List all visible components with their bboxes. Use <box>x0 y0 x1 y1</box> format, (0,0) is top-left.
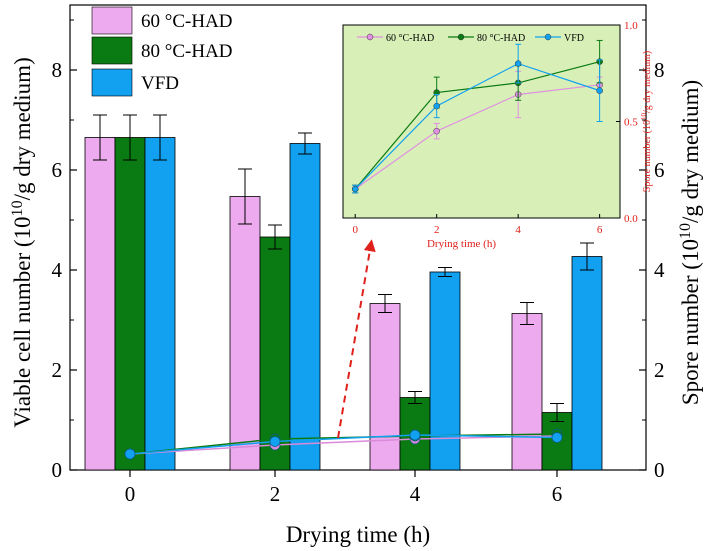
y-tick-label: 0 <box>52 458 63 482</box>
x-axis-title: Drying time (h) <box>286 522 430 547</box>
inset-x-tick-label: 2 <box>434 224 440 236</box>
inset-arrow <box>337 239 376 439</box>
inset-legend-marker <box>366 33 374 41</box>
inset-line <box>354 62 600 190</box>
inset-point <box>433 127 440 135</box>
bar <box>369 303 401 471</box>
inset-point <box>514 60 522 67</box>
legend-label: VFD <box>141 73 179 94</box>
x-tick-label: 0 <box>125 482 136 506</box>
inset-x-tick-label: 6 <box>597 224 603 236</box>
main-plot: 0 2 4 6 8 0 2 4 6 8 0 2 4 6 Drying time (h) Viable cell… <box>9 4 704 547</box>
inset-x-tick-label: 4 <box>515 224 521 236</box>
spore-point <box>409 429 421 441</box>
spore-point <box>551 432 563 443</box>
y-tick-label: 6 <box>52 158 63 182</box>
inset-y-tick-label: 1.0 <box>624 20 638 32</box>
inset-legend-label: 60 °C-HAD <box>386 33 434 44</box>
bar <box>289 143 321 471</box>
inset-legend-label: 80 °C-HAD <box>477 33 525 44</box>
spore-line <box>129 435 558 455</box>
inset-legend-label: VFD <box>564 33 584 44</box>
y-tick-label: 4 <box>52 258 63 282</box>
y2-tick-label: 6 <box>654 158 665 182</box>
bar <box>429 271 461 471</box>
spore-line <box>129 434 558 455</box>
bar <box>511 313 543 471</box>
inset-y-tick-label: 0.5 <box>624 117 638 129</box>
inset-point <box>596 87 603 94</box>
inset-x-axis-title: Drying time (h) <box>427 238 496 250</box>
y-tick-label: 2 <box>52 358 63 382</box>
inset-plot: 60 °C-HAD 80 °C-HAD VFD 0 2 4 6 Drying time (h)… <box>342 20 653 250</box>
spore-point <box>124 448 136 460</box>
legend-swatch <box>91 68 133 97</box>
y2-axis-title: Spore number (1010/g dry medium) <box>677 80 704 405</box>
inset-point <box>351 185 359 193</box>
bar <box>259 236 291 471</box>
inset-x-tick-label: 0 <box>352 224 358 236</box>
x-tick-label: 6 <box>552 482 563 506</box>
inset-y-tick-label: 0.0 <box>624 213 638 225</box>
x-tick-label: 4 <box>410 482 421 506</box>
bar <box>571 256 603 471</box>
x-tick-label: 2 <box>270 482 281 506</box>
bar <box>229 196 261 471</box>
legend-swatch <box>91 6 133 35</box>
inset-line <box>354 61 600 190</box>
y2-tick-label: 2 <box>654 358 665 382</box>
y-axis-title: Viable cell number (1010/g dry medium) <box>9 57 36 427</box>
inset-y-axis-title: Spore number (1010/g dry medium) <box>640 51 653 192</box>
legend-label: 60 °C-HAD <box>141 11 233 32</box>
legend-swatch <box>91 36 133 65</box>
bar <box>114 137 146 471</box>
y2-tick-label: 8 <box>654 58 665 82</box>
bar <box>84 137 116 471</box>
y-tick-label: 8 <box>52 58 63 82</box>
main-plot-frame <box>69 4 647 471</box>
inset-point <box>433 102 440 110</box>
inset-frame <box>342 24 621 219</box>
inset-legend-marker <box>544 33 552 41</box>
inset-line <box>354 84 600 190</box>
y2-tick-label: 0 <box>654 458 665 482</box>
spore-point <box>269 436 281 447</box>
bar <box>144 137 176 471</box>
legend-label: 80 °C-HAD <box>141 41 233 62</box>
inset-legend-marker <box>457 33 465 41</box>
y2-tick-label: 4 <box>654 258 665 282</box>
